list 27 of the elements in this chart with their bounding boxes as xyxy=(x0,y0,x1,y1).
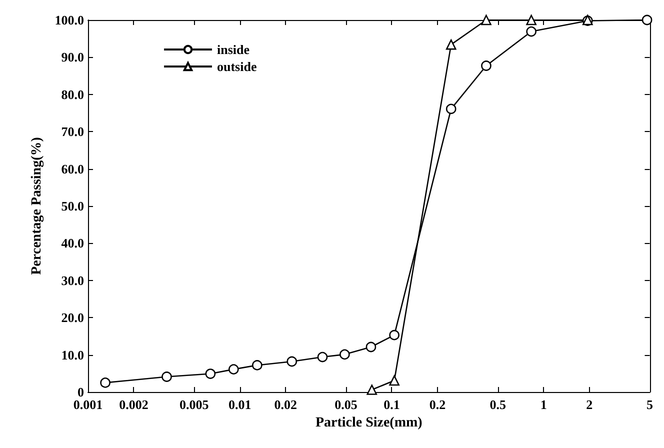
x-tick-label: 1 xyxy=(540,397,547,412)
legend-label: inside xyxy=(217,42,250,57)
x-tick-label: 0.1 xyxy=(384,397,400,412)
y-tick-label: 70.0 xyxy=(61,124,84,140)
x-tick-label: 0.002 xyxy=(119,397,148,412)
y-tick-label: 40.0 xyxy=(61,236,84,251)
x-tick-label: 0.5 xyxy=(490,397,507,412)
y-tick-label: 80.0 xyxy=(61,86,84,102)
y-tick-label: 60.0 xyxy=(61,161,84,176)
legend-label: outside xyxy=(217,59,257,74)
x-tick-label: 2 xyxy=(586,397,593,412)
y-tick-label: 50.0 xyxy=(61,198,84,214)
x-tick-label: 5 xyxy=(646,397,654,412)
x-tick-label: 0.05 xyxy=(334,397,358,412)
x-tick-label: 0.02 xyxy=(274,397,297,412)
y-axis-title: Percentage Passing(%) xyxy=(29,136,44,275)
x-tick-label: 0.005 xyxy=(180,397,210,412)
y-tick-label: 30.0 xyxy=(61,272,84,288)
x-tick-label: 0.2 xyxy=(429,397,446,412)
y-tick-label: 0 xyxy=(78,384,84,400)
y-tick-label: 100.0 xyxy=(54,12,84,28)
y-tick-label: 90.0 xyxy=(61,50,84,65)
y-tick-label: 20.0 xyxy=(61,310,84,326)
x-tick-label: 0.001 xyxy=(73,397,103,412)
y-tick-label: 10.0 xyxy=(61,347,84,362)
x-tick-label: 0.01 xyxy=(228,397,252,412)
x-axis-title: Particle Size(mm) xyxy=(315,415,423,430)
